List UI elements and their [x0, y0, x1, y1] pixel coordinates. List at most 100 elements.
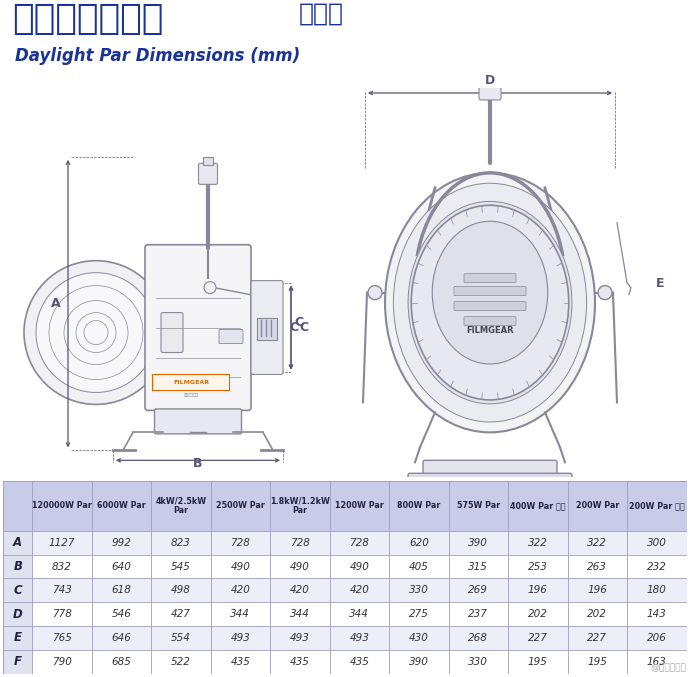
Text: 227: 227	[587, 633, 607, 643]
FancyBboxPatch shape	[270, 626, 330, 650]
Text: 322: 322	[528, 538, 548, 548]
FancyBboxPatch shape	[92, 626, 151, 650]
Text: D: D	[485, 74, 495, 87]
Text: 143: 143	[647, 609, 667, 619]
FancyBboxPatch shape	[627, 578, 687, 603]
FancyBboxPatch shape	[330, 603, 389, 626]
FancyBboxPatch shape	[454, 302, 526, 311]
FancyBboxPatch shape	[251, 281, 283, 374]
FancyBboxPatch shape	[408, 473, 572, 492]
Text: 728: 728	[349, 538, 369, 548]
Text: 992: 992	[112, 538, 131, 548]
Text: F: F	[14, 655, 22, 668]
Text: A: A	[51, 297, 61, 310]
FancyBboxPatch shape	[92, 650, 151, 674]
Text: 263: 263	[587, 561, 607, 571]
Text: 778: 778	[52, 609, 72, 619]
Text: 196: 196	[528, 586, 548, 595]
Text: 344: 344	[349, 609, 369, 619]
Ellipse shape	[425, 222, 555, 383]
Text: 430: 430	[409, 633, 428, 643]
Text: 685: 685	[112, 657, 131, 667]
Text: 232: 232	[647, 561, 667, 571]
Ellipse shape	[432, 221, 548, 364]
Text: 765: 765	[52, 633, 72, 643]
Text: 180: 180	[647, 586, 667, 595]
Text: 490: 490	[349, 561, 369, 571]
FancyBboxPatch shape	[210, 603, 270, 626]
FancyBboxPatch shape	[423, 460, 557, 478]
FancyBboxPatch shape	[330, 481, 389, 531]
FancyBboxPatch shape	[508, 578, 568, 603]
Text: 1200W Par: 1200W Par	[335, 501, 384, 510]
FancyBboxPatch shape	[155, 409, 242, 434]
Text: @影视工业网: @影视工业网	[650, 663, 686, 672]
Text: FILMGEAR: FILMGEAR	[466, 326, 514, 335]
FancyBboxPatch shape	[203, 157, 213, 165]
Circle shape	[368, 286, 382, 300]
Text: 196: 196	[587, 586, 607, 595]
Text: D: D	[13, 608, 23, 621]
Text: 120000W Par: 120000W Par	[32, 501, 92, 510]
FancyBboxPatch shape	[627, 554, 687, 578]
FancyBboxPatch shape	[151, 626, 210, 650]
FancyBboxPatch shape	[92, 554, 151, 578]
FancyBboxPatch shape	[210, 554, 270, 578]
Text: 202: 202	[587, 609, 607, 619]
Text: 728: 728	[290, 538, 310, 548]
FancyBboxPatch shape	[627, 603, 687, 626]
FancyBboxPatch shape	[270, 603, 330, 626]
Ellipse shape	[411, 205, 569, 400]
FancyBboxPatch shape	[508, 531, 568, 554]
Ellipse shape	[440, 240, 540, 365]
FancyBboxPatch shape	[210, 650, 270, 674]
FancyBboxPatch shape	[32, 626, 92, 650]
Text: 800W Par: 800W Par	[397, 501, 440, 510]
Text: 575W Par: 575W Par	[457, 501, 500, 510]
Text: 344: 344	[290, 609, 310, 619]
Text: 618: 618	[112, 586, 131, 595]
FancyBboxPatch shape	[32, 650, 92, 674]
Text: 832: 832	[52, 561, 72, 571]
FancyBboxPatch shape	[389, 554, 448, 578]
FancyBboxPatch shape	[92, 578, 151, 603]
Text: 330: 330	[469, 657, 489, 667]
FancyBboxPatch shape	[151, 650, 210, 674]
FancyBboxPatch shape	[3, 481, 32, 531]
Text: 322: 322	[587, 538, 607, 548]
FancyBboxPatch shape	[389, 626, 448, 650]
FancyBboxPatch shape	[448, 554, 508, 578]
FancyBboxPatch shape	[330, 650, 389, 674]
Text: 490: 490	[230, 561, 250, 571]
FancyBboxPatch shape	[508, 554, 568, 578]
Circle shape	[36, 273, 156, 393]
FancyBboxPatch shape	[32, 603, 92, 626]
Text: 405: 405	[409, 561, 428, 571]
Text: 420: 420	[290, 586, 310, 595]
FancyBboxPatch shape	[3, 650, 32, 674]
Text: F: F	[486, 496, 494, 508]
Text: 743: 743	[52, 586, 72, 595]
Text: 546: 546	[112, 609, 131, 619]
FancyBboxPatch shape	[389, 603, 448, 626]
Text: B: B	[193, 457, 203, 471]
FancyBboxPatch shape	[3, 531, 32, 554]
FancyBboxPatch shape	[464, 317, 516, 326]
Text: 2500W Par: 2500W Par	[216, 501, 265, 510]
FancyBboxPatch shape	[389, 531, 448, 554]
Text: C: C	[290, 321, 299, 334]
Text: 195: 195	[587, 657, 607, 667]
FancyBboxPatch shape	[627, 650, 687, 674]
Text: 435: 435	[230, 657, 250, 667]
Text: 202: 202	[528, 609, 548, 619]
Text: 620: 620	[409, 538, 428, 548]
Ellipse shape	[408, 201, 572, 403]
Circle shape	[24, 261, 168, 404]
Ellipse shape	[385, 173, 595, 433]
Text: 330: 330	[409, 586, 428, 595]
FancyBboxPatch shape	[568, 481, 627, 531]
FancyBboxPatch shape	[508, 603, 568, 626]
Text: 790: 790	[52, 657, 72, 667]
FancyBboxPatch shape	[389, 481, 448, 531]
FancyBboxPatch shape	[464, 274, 516, 283]
